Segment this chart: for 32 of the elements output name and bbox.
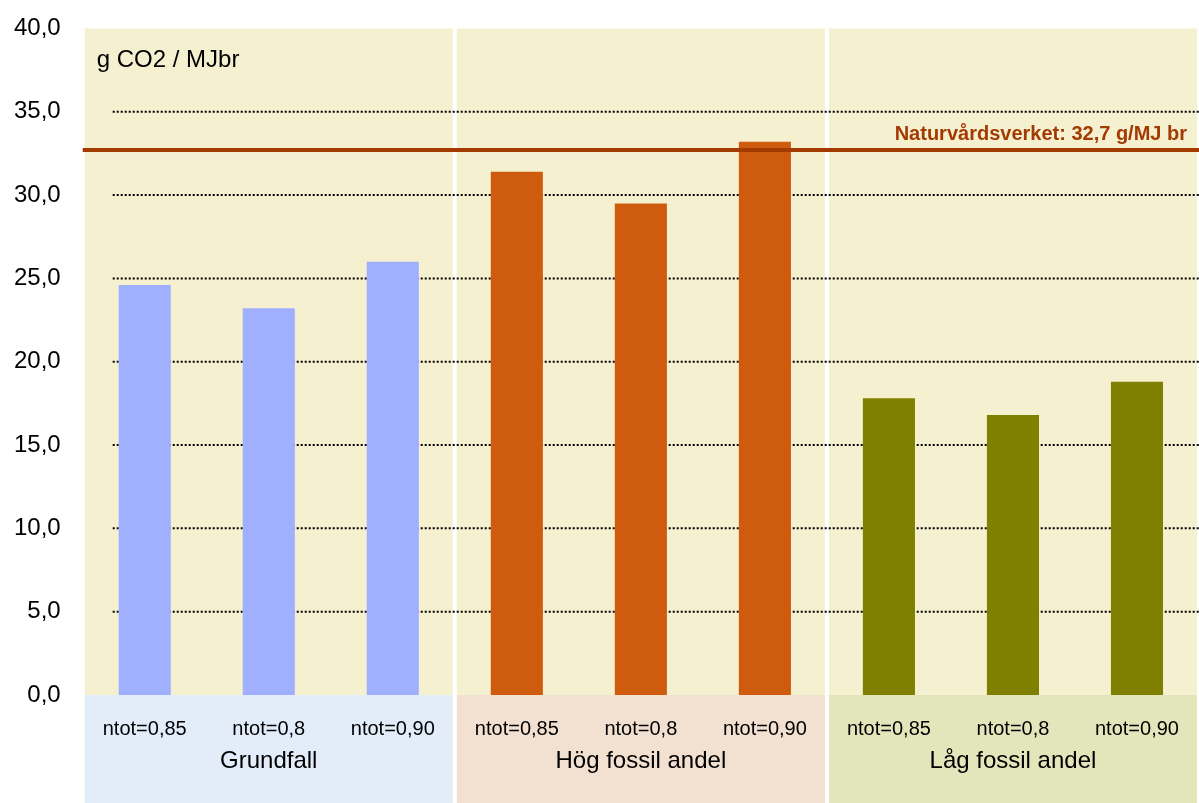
y-tick-label: 35,0 — [13, 96, 61, 124]
x-tick-label: ntot=0,85 — [846, 716, 931, 739]
ref-line-label: Naturvårdsverket: 32,7 g/MJ br — [894, 121, 1188, 144]
y-tick-label: 20,0 — [13, 346, 61, 374]
bar — [1110, 381, 1164, 695]
y-axis-title: g CO2 / MJbr — [96, 45, 240, 73]
bar — [738, 141, 791, 695]
y-tick-label: 40,0 — [13, 13, 61, 41]
y-tick-label: 25,0 — [13, 263, 61, 290]
text: Grundfall — [220, 745, 318, 773]
bar — [862, 398, 915, 695]
bar — [490, 171, 543, 695]
x-tick-label: ntot=0,85 — [474, 716, 559, 739]
bar — [366, 261, 419, 695]
bar — [242, 308, 295, 695]
x-tick-label: ntot=0,8 — [604, 716, 678, 739]
bar — [118, 285, 171, 695]
x-tick-label: ntot=0,90 — [1095, 716, 1179, 739]
bar — [614, 203, 667, 695]
x-tick-label: ntot=0,90 — [722, 716, 807, 739]
y-tick-label: 5,0 — [27, 596, 61, 624]
y-tick-label: 30,0 — [13, 179, 61, 207]
text: Låg fossil andel — [929, 745, 1097, 773]
y-tick-label: 15,0 — [13, 429, 61, 457]
y-tick-label: 10,0 — [13, 512, 61, 540]
x-tick-label: ntot=0,90 — [350, 716, 435, 739]
bar — [986, 415, 1039, 695]
x-tick-label: ntot=0,8 — [976, 716, 1050, 739]
text: Hög fossil andel — [555, 745, 727, 773]
x-tick-label: ntot=0,8 — [232, 716, 306, 739]
y-tick-label: 0,0 — [27, 679, 61, 707]
x-tick-label: ntot=0,85 — [102, 716, 187, 739]
